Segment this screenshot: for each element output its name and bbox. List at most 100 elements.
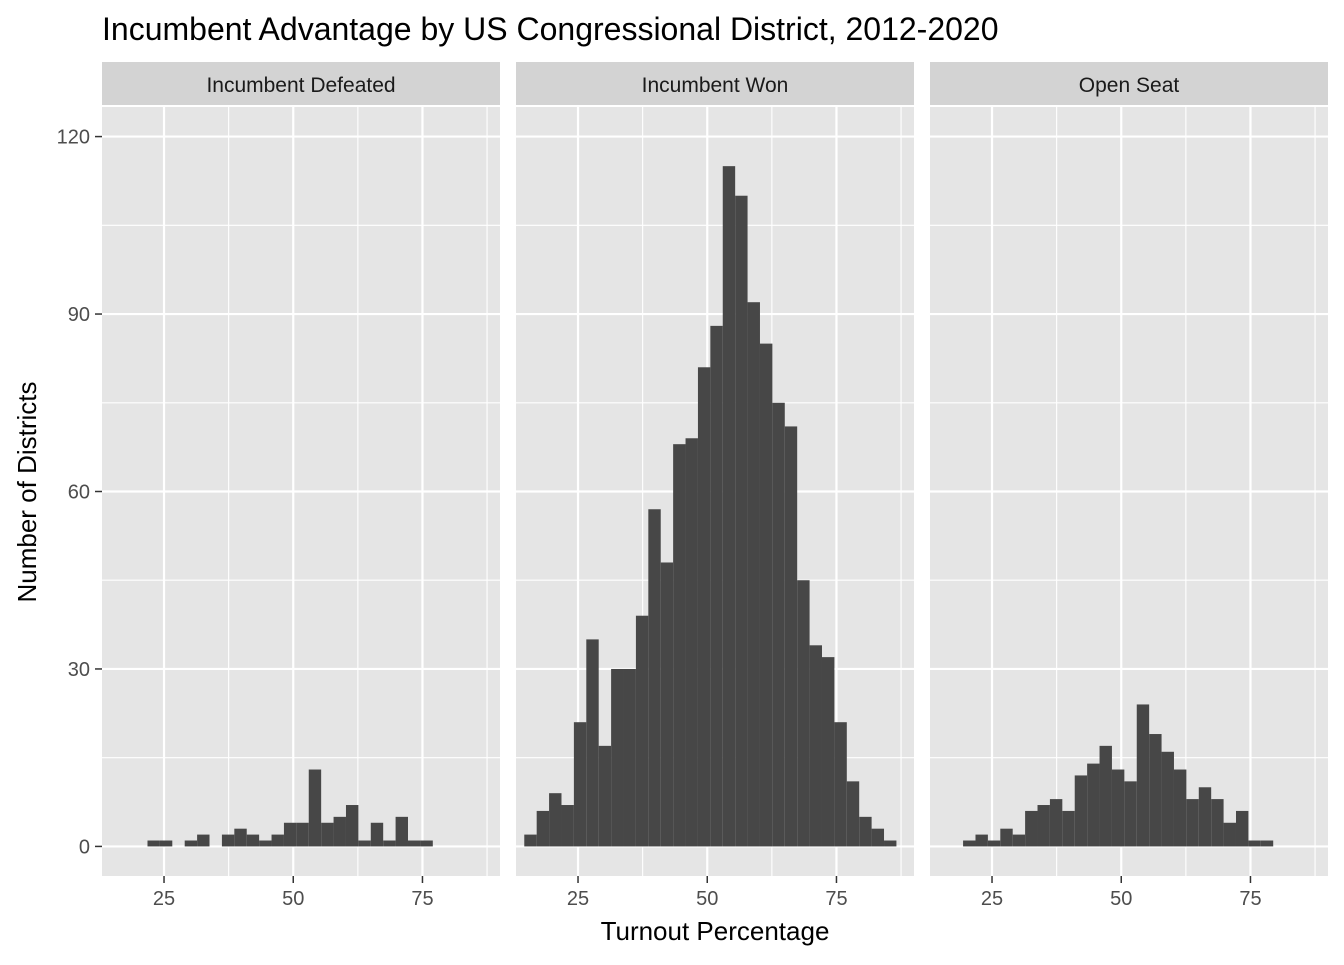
- histogram-bar: [722, 166, 736, 847]
- histogram-bar: [685, 438, 698, 847]
- histogram-bar: [1037, 805, 1050, 847]
- x-tick-label: 25: [981, 888, 1003, 910]
- y-tick-label: 0: [79, 836, 90, 858]
- histogram-bar: [159, 840, 173, 847]
- histogram-bar: [407, 840, 421, 847]
- histogram-bar: [1025, 810, 1038, 847]
- histogram-bar: [963, 840, 976, 847]
- y-tick-label: 60: [68, 482, 90, 504]
- facet-strip-label: Open Seat: [1079, 74, 1180, 97]
- histogram-bar: [710, 325, 723, 847]
- histogram-bar: [561, 805, 574, 847]
- histogram-bar: [383, 840, 396, 847]
- histogram-bar: [1223, 822, 1236, 847]
- histogram-bar: [648, 509, 661, 847]
- histogram-bar: [1149, 734, 1162, 847]
- histogram-bar: [586, 639, 599, 847]
- histogram-bar: [296, 822, 309, 847]
- histogram-bar: [784, 426, 798, 847]
- facet-panel: Incumbent Defeated 25 50 75: [102, 62, 500, 910]
- histogram-bar: [697, 367, 711, 847]
- histogram-bar: [1136, 704, 1150, 847]
- x-tick-label: 50: [696, 888, 718, 910]
- x-tick-label: 25: [567, 888, 589, 910]
- histogram-bar: [184, 840, 198, 847]
- histogram-bar: [536, 810, 550, 847]
- facet-strip-label: Incumbent Defeated: [206, 74, 395, 97]
- histogram-bar: [308, 769, 322, 847]
- histogram-bar: [975, 834, 988, 847]
- histogram-bar: [271, 834, 284, 847]
- histogram-bar: [1062, 810, 1075, 847]
- x-tick-label: 75: [825, 888, 847, 910]
- histogram-bar: [1173, 769, 1187, 847]
- histogram-bar: [759, 343, 773, 847]
- y-tick-label: 120: [57, 127, 90, 149]
- facet-panel: Incumbent Won 25 50 75: [516, 62, 914, 910]
- histogram-bar: [884, 840, 897, 847]
- histogram-bar: [1012, 834, 1026, 847]
- histogram-bar: [735, 195, 748, 847]
- histogram-bar: [747, 302, 760, 847]
- histogram-bar: [598, 745, 612, 847]
- histogram-bar: [1099, 745, 1112, 847]
- histogram-bar: [821, 657, 835, 847]
- y-axis: 0 30 60 90 120: [57, 127, 102, 858]
- x-tick-label: 25: [153, 888, 175, 910]
- histogram-bar: [1235, 810, 1249, 847]
- histogram-bar: [611, 668, 624, 847]
- histogram-bar: [259, 840, 272, 847]
- facet-strip: [516, 62, 914, 105]
- histogram-bar: [673, 444, 686, 847]
- histogram-bar: [635, 615, 649, 847]
- histogram-bar: [524, 834, 537, 847]
- histogram-bar: [987, 840, 1001, 847]
- histogram-bar: [358, 840, 371, 847]
- histogram-bar: [1049, 799, 1063, 847]
- histogram-bar: [321, 822, 334, 847]
- histogram-bar: [345, 805, 359, 847]
- x-axis-title: Turnout Percentage: [601, 916, 830, 946]
- histogram-bar: [834, 722, 847, 847]
- histogram-bar: [809, 645, 822, 847]
- x-tick-label: 75: [1239, 888, 1261, 910]
- histogram-bar: [283, 822, 297, 847]
- histogram-bar: [1124, 781, 1137, 847]
- facet-strip: [930, 62, 1328, 105]
- x-tick-label: 75: [411, 888, 433, 910]
- facet-strip-label: Incumbent Won: [642, 74, 789, 97]
- histogram-bar: [871, 828, 885, 847]
- x-tick-label: 50: [282, 888, 304, 910]
- facet-strip: [102, 62, 500, 105]
- histogram-bar: [573, 722, 587, 847]
- histogram-bar: [1161, 751, 1174, 847]
- histogram-bar: [420, 840, 433, 847]
- y-tick-label: 90: [68, 304, 90, 326]
- histogram-bar: [1000, 828, 1013, 847]
- histogram-bar: [1260, 840, 1274, 847]
- histogram-bar: [549, 793, 562, 847]
- histogram-bar: [772, 402, 785, 847]
- histogram-bar: [846, 781, 860, 847]
- facet-panel: Open Seat 25 50 75: [930, 62, 1328, 910]
- histogram-bar: [197, 834, 210, 847]
- histogram-bar: [1074, 775, 1088, 847]
- y-axis-title: Number of Districts: [12, 381, 42, 602]
- y-tick-label: 30: [68, 659, 90, 681]
- histogram-bar: [623, 668, 636, 847]
- histogram-bar: [333, 816, 346, 847]
- histogram-bar: [370, 822, 384, 847]
- histogram-bar: [1111, 769, 1125, 847]
- histogram-bar: [221, 834, 235, 847]
- histogram-bar: [147, 840, 160, 847]
- histogram-bar: [859, 816, 872, 847]
- histogram-bar: [395, 816, 408, 847]
- histogram-bar: [246, 834, 260, 847]
- histogram-bar: [660, 562, 674, 847]
- histogram-bar: [1186, 799, 1199, 847]
- histogram-bar: [234, 828, 247, 847]
- histogram-bar: [1211, 799, 1224, 847]
- chart-title: Incumbent Advantage by US Congressional …: [102, 11, 999, 47]
